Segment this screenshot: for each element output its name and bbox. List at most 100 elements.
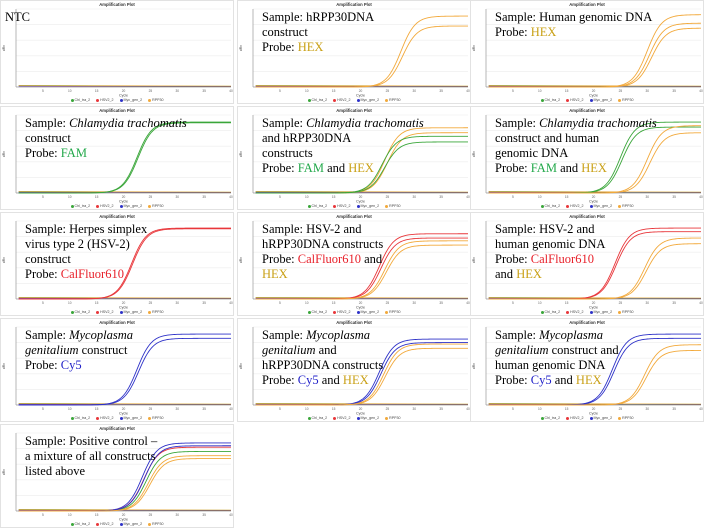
annotation-text: a mixture of all constructs (25, 449, 156, 463)
x-tick-label: 40 (229, 407, 233, 411)
x-tick-label: 5 (512, 89, 514, 93)
x-tick-label: 30 (175, 195, 179, 199)
legend-label: Chl_tra_2 (312, 310, 328, 314)
legend-label: HSV2_2 (570, 310, 583, 314)
x-tick-label: 40 (699, 407, 703, 411)
annotation-text: Sample: Herpes simplex (25, 222, 147, 236)
annotation-line: genitalium and (262, 343, 383, 358)
legend-dot-icon (590, 205, 593, 208)
x-tick-label: 20 (359, 89, 363, 93)
x-tick-label: 20 (592, 89, 596, 93)
legend-label: HSV2_2 (337, 310, 350, 314)
legend-dot-icon (618, 311, 621, 314)
legend-item: RPP30 (148, 416, 163, 420)
legend-item: Myc_gen_2 (357, 98, 380, 102)
annotation-line: Sample: Mycoplasma (25, 328, 133, 343)
x-tick-label: 25 (149, 301, 153, 305)
x-axis-label: Cycle (119, 518, 128, 522)
legend-dot-icon (148, 523, 151, 526)
x-tick-label: 10 (68, 407, 72, 411)
x-tick-label: 5 (279, 301, 281, 305)
x-tick-label: 20 (122, 195, 126, 199)
x-axis-label: Cycle (589, 200, 598, 204)
legend-item: HSV2_2 (96, 522, 113, 526)
legend-label: Myc_gen_2 (124, 416, 143, 420)
x-tick-label: 5 (512, 195, 514, 199)
x-tick-label: 25 (149, 195, 153, 199)
annotation-line: virus type 2 (HSV-2) (25, 237, 147, 252)
x-tick-label: 15 (95, 407, 99, 411)
x-tick-label: 25 (619, 195, 623, 199)
annotation-text: constructs (262, 146, 313, 160)
annotation-text: and (319, 373, 343, 387)
x-tick-label: 30 (175, 89, 179, 93)
annotation-line: Probe: FAM and HEX (262, 161, 424, 176)
x-tick-label: 30 (412, 89, 416, 93)
legend-label: Chl_tra_2 (312, 204, 328, 208)
annotation-emphasis: CalFluor610 (531, 252, 594, 266)
annotation-text: Probe: (262, 252, 298, 266)
legend-item: Chl_tra_2 (541, 204, 561, 208)
legend-dot-icon (71, 311, 74, 314)
legend-label: HSV2_2 (570, 416, 583, 420)
legend-dot-icon (566, 417, 569, 420)
annotation-line: and HEX (495, 267, 605, 282)
x-tick-label: 15 (332, 301, 336, 305)
legend-dot-icon (96, 523, 99, 526)
legend-label: Chl_tra_2 (75, 310, 91, 314)
x-tick-label: 5 (512, 407, 514, 411)
annotation-line: Probe: FAM (25, 146, 187, 161)
legend-item: Chl_tra_2 (308, 98, 328, 102)
legend-item: Myc_gen_2 (120, 522, 143, 526)
legend-label: RPP30 (152, 416, 163, 420)
x-tick-label: 20 (122, 407, 126, 411)
legend-label: HSV2_2 (337, 416, 350, 420)
legend-item: Myc_gen_2 (120, 98, 143, 102)
annotation-emphasis: CalFluor610 (61, 267, 124, 281)
legend-item: RPP30 (385, 310, 400, 314)
legend-dot-icon (71, 523, 74, 526)
legend-label: Myc_gen_2 (594, 204, 613, 208)
legend-label: RPP30 (389, 416, 400, 420)
legend-label: RPP30 (622, 416, 633, 420)
legend-item: HSV2_2 (566, 98, 583, 102)
annotation-text: and hRPP30DNA (262, 131, 351, 145)
x-tick-label: 15 (95, 89, 99, 93)
annotation-line: HEX (262, 267, 383, 282)
legend-label: Myc_gen_2 (594, 416, 613, 420)
x-tick-label: 25 (149, 89, 153, 93)
x-axis-label: Cycle (589, 306, 598, 310)
x-tick-label: 5 (279, 89, 281, 93)
legend-item: HSV2_2 (96, 204, 113, 208)
annotation-line: Probe: CalFluor610 (25, 267, 147, 282)
annotation-text: and (495, 267, 516, 281)
legend-label: HSV2_2 (100, 416, 113, 420)
annotation-emphasis: HEX (298, 40, 324, 54)
annotation-text: Sample: Human genomic DNA (495, 10, 652, 24)
legend-label: Chl_tra_2 (545, 204, 561, 208)
x-tick-label: 20 (359, 301, 363, 305)
legend-item: Chl_tra_2 (71, 204, 91, 208)
annotation-text: hRPP30DNA constructs (262, 237, 383, 251)
annotation-emphasis: HEX (343, 373, 369, 387)
x-tick-label: 35 (672, 195, 676, 199)
annotation-line: Sample: hRPP30DNA (262, 10, 374, 25)
legend-dot-icon (590, 311, 593, 314)
y-axis-label: dRn (239, 45, 243, 51)
annotation-text: and (361, 252, 382, 266)
legend-label: Chl_tra_2 (75, 98, 91, 102)
annotation-emphasis: HEX (348, 161, 374, 175)
x-tick-label: 30 (645, 407, 649, 411)
legend-label: RPP30 (152, 522, 163, 526)
legend-label: Myc_gen_2 (124, 204, 143, 208)
x-tick-label: 30 (645, 89, 649, 93)
annotation-line: Probe: CalFluor610 (495, 252, 605, 267)
legend-item: RPP30 (385, 98, 400, 102)
